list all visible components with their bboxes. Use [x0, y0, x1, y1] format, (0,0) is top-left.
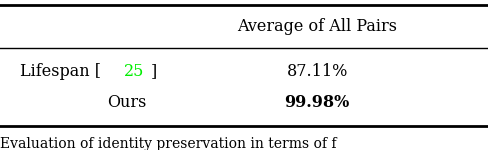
- Text: Lifespan [: Lifespan [: [20, 63, 101, 80]
- Text: 99.98%: 99.98%: [285, 94, 350, 111]
- Text: Evaluation of identity preservation in terms of f: Evaluation of identity preservation in t…: [0, 137, 337, 150]
- Text: 25: 25: [124, 63, 144, 80]
- Text: Average of All Pairs: Average of All Pairs: [237, 18, 397, 35]
- Text: Ours: Ours: [107, 94, 146, 111]
- Text: ]: ]: [150, 63, 157, 80]
- Text: 87.11%: 87.11%: [286, 63, 348, 80]
